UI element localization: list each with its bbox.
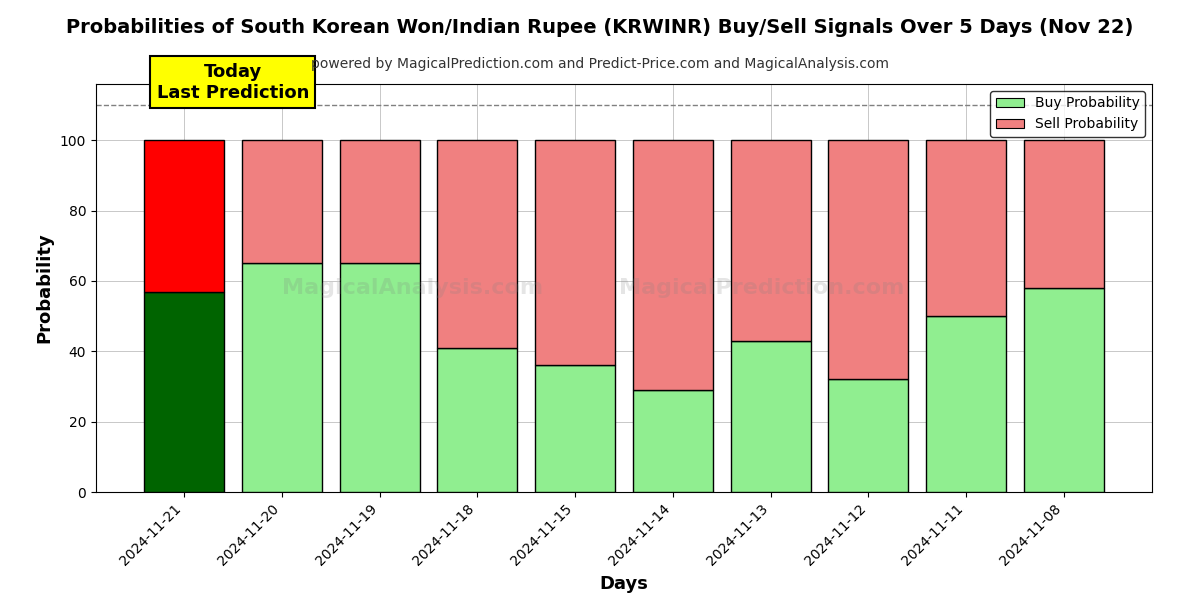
Bar <box>828 140 908 379</box>
Bar <box>632 140 713 390</box>
Bar <box>926 140 1007 316</box>
Bar <box>731 341 811 492</box>
Text: powered by MagicalPrediction.com and Predict-Price.com and MagicalAnalysis.com: powered by MagicalPrediction.com and Pre… <box>311 57 889 71</box>
Bar <box>340 263 420 492</box>
Bar <box>437 140 517 348</box>
Legend: Buy Probability, Sell Probability: Buy Probability, Sell Probability <box>990 91 1145 137</box>
Bar <box>144 140 224 292</box>
Bar <box>535 140 616 365</box>
Bar <box>926 316 1007 492</box>
Bar <box>1024 140 1104 288</box>
Bar <box>144 292 224 492</box>
Bar <box>828 379 908 492</box>
X-axis label: Days: Days <box>600 575 648 593</box>
Bar <box>241 263 322 492</box>
Bar <box>241 140 322 263</box>
Text: MagicalPrediction.com: MagicalPrediction.com <box>618 278 904 298</box>
Text: MagicalAnalysis.com: MagicalAnalysis.com <box>282 278 544 298</box>
Bar <box>1024 288 1104 492</box>
Bar <box>731 140 811 341</box>
Bar <box>340 140 420 263</box>
Y-axis label: Probability: Probability <box>35 233 53 343</box>
Bar <box>437 348 517 492</box>
Text: Today
Last Prediction: Today Last Prediction <box>157 63 310 101</box>
Bar <box>632 390 713 492</box>
Text: Probabilities of South Korean Won/Indian Rupee (KRWINR) Buy/Sell Signals Over 5 : Probabilities of South Korean Won/Indian… <box>66 18 1134 37</box>
Bar <box>535 365 616 492</box>
